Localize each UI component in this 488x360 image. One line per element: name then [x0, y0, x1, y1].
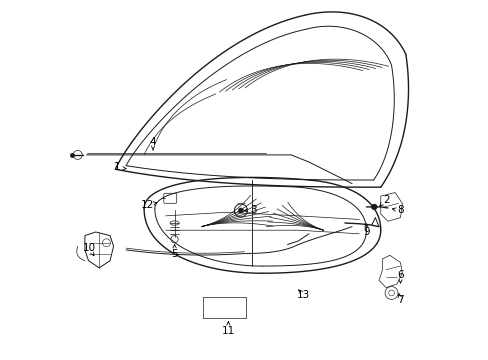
- Text: 6: 6: [396, 270, 403, 280]
- Text: 1: 1: [114, 162, 120, 172]
- Text: 3: 3: [250, 206, 256, 216]
- Text: 5: 5: [171, 248, 178, 258]
- Text: 13: 13: [296, 290, 310, 300]
- Text: 11: 11: [221, 325, 235, 336]
- Circle shape: [371, 204, 376, 210]
- Text: 10: 10: [83, 243, 96, 253]
- Text: 8: 8: [396, 206, 403, 216]
- Text: 7: 7: [396, 295, 403, 305]
- Text: 4: 4: [149, 138, 156, 147]
- Text: 2: 2: [382, 195, 388, 205]
- Text: 12: 12: [141, 200, 154, 210]
- Circle shape: [238, 208, 243, 213]
- Text: 9: 9: [363, 227, 369, 237]
